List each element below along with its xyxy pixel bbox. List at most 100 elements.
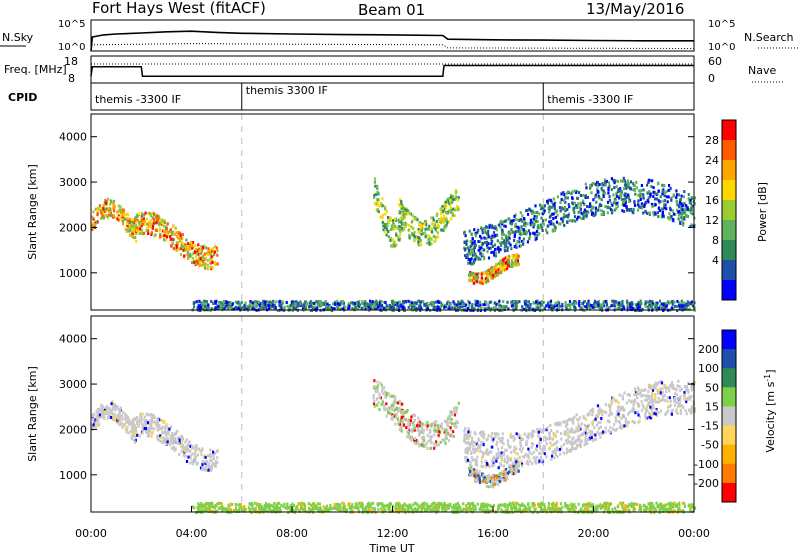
data-cell: [609, 410, 612, 414]
data-cell: [378, 204, 381, 208]
data-cell: [94, 424, 97, 428]
data-cell: [519, 434, 522, 438]
data-cell: [519, 229, 522, 233]
data-cell: [484, 465, 488, 469]
data-cell: [118, 417, 121, 421]
data-cell: [265, 305, 268, 309]
data-cell: [215, 246, 218, 250]
data-cell: [203, 303, 206, 307]
data-cell: [444, 430, 448, 434]
data-cell: [543, 452, 546, 456]
cpid-segment-label: themis -3300 IF: [547, 93, 633, 106]
data-cell: [182, 248, 185, 252]
data-cell: [449, 195, 452, 199]
data-cell: [132, 228, 135, 231]
data-cell: [387, 220, 390, 224]
data-cell: [536, 299, 539, 303]
data-cell: [408, 229, 411, 233]
data-cell: [394, 217, 397, 221]
data-cell: [688, 408, 691, 412]
data-cell: [507, 241, 510, 245]
data-cell: [209, 448, 212, 452]
data-cell: [420, 227, 423, 231]
data-cell: [495, 265, 499, 269]
data-cell: [414, 301, 417, 305]
data-cell: [114, 418, 117, 422]
data-cell: [596, 415, 600, 419]
data-cell: [586, 195, 589, 199]
data-cell: [520, 459, 523, 463]
data-cell: [569, 306, 572, 310]
data-cell: [541, 430, 544, 434]
frequency-ytick-left-top: 18: [64, 55, 78, 68]
data-cell: [518, 447, 522, 451]
data-cell: [497, 477, 500, 481]
data-cell: [193, 451, 196, 455]
data-cell: [509, 445, 512, 449]
data-cell: [223, 304, 226, 308]
data-cell: [126, 420, 129, 424]
data-cell: [610, 201, 613, 205]
data-cell: [509, 221, 512, 225]
data-cell: [622, 198, 626, 202]
data-cell: [686, 206, 689, 210]
data-cell: [485, 280, 488, 284]
data-cell: [512, 464, 515, 468]
data-cell: [126, 224, 129, 228]
data-cell: [390, 394, 393, 398]
data-cell: [451, 306, 454, 310]
data-cell: [512, 303, 515, 307]
data-cell: [603, 304, 606, 308]
data-cell: [491, 464, 494, 468]
data-cell: [449, 428, 452, 432]
data-cell: [545, 442, 548, 446]
data-cell: [170, 425, 173, 429]
data-cell: [528, 433, 531, 437]
data-cell: [526, 460, 529, 464]
data-cell: [675, 193, 679, 197]
data-cell: [673, 398, 676, 402]
data-cell: [514, 258, 517, 262]
data-cell: [163, 238, 166, 242]
data-cell: [480, 440, 483, 444]
data-cell: [664, 413, 667, 417]
data-cell: [533, 215, 536, 219]
data-cell: [585, 186, 588, 190]
data-cell: [596, 181, 599, 185]
data-cell: [627, 412, 630, 416]
data-cell: [679, 411, 682, 415]
data-cell: [464, 448, 467, 452]
data-cell: [200, 502, 203, 506]
data-cell: [96, 412, 99, 415]
data-cell: [374, 305, 377, 309]
data-cell: [463, 231, 466, 235]
data-cell: [573, 415, 576, 419]
data-cell: [275, 300, 278, 304]
data-cell: [612, 427, 615, 431]
data-cell: [554, 210, 557, 214]
data-cell: [584, 434, 587, 438]
data-cell: [472, 307, 475, 311]
data-cell: [518, 229, 521, 233]
data-cell: [97, 423, 100, 427]
data-cell: [463, 433, 466, 437]
data-cell: [690, 405, 694, 409]
data-cell: [577, 422, 580, 426]
data-cell: [521, 214, 524, 218]
data-cell: [430, 424, 433, 428]
data-cell: [453, 302, 456, 306]
data-cell: [577, 215, 580, 219]
data-cell: [693, 301, 696, 305]
data-cell: [209, 261, 212, 265]
noise-ylabel-left: N.Sky: [2, 31, 34, 44]
data-cell: [148, 220, 151, 223]
data-cell: [512, 301, 515, 305]
data-cell: [513, 457, 517, 461]
data-cell: [176, 436, 179, 440]
data-cell: [493, 269, 496, 273]
data-cell: [178, 231, 181, 235]
data-cell: [684, 303, 688, 307]
data-cell: [598, 426, 601, 430]
data-cell: [589, 204, 592, 208]
data-cell: [573, 201, 577, 205]
